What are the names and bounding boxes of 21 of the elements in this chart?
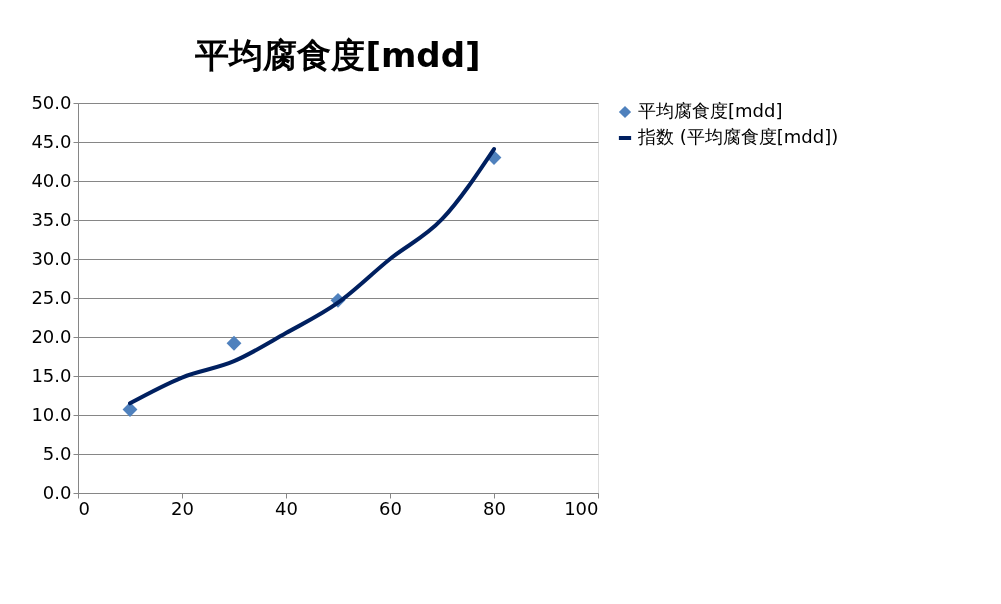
chart-title: 平均腐食度[mdd] [194, 35, 481, 75]
y-tick-label: 50.0 [31, 91, 72, 113]
x-tick-label: 80 [483, 497, 506, 519]
legend-label: 指数 (平均腐食度[mdd]) [637, 126, 839, 147]
y-tick-label: 45.0 [31, 130, 72, 152]
y-tick-label: 10.0 [31, 403, 72, 425]
y-tick-label: 35.0 [31, 208, 72, 230]
y-tick-label: 5.0 [42, 442, 72, 464]
x-tick-label: 60 [379, 497, 402, 519]
y-tick-label: 40.0 [31, 169, 72, 191]
x-tick-label: 100 [564, 497, 599, 519]
point [226, 335, 242, 351]
x-tick-label: 0 [78, 497, 90, 519]
y-tick-label: 20.0 [31, 325, 72, 347]
y-tick-label: 15.0 [31, 364, 72, 386]
legend-label: 平均腐食度[mdd] [638, 100, 783, 121]
x-tick-label: 40 [275, 497, 298, 519]
y-tick-label: 25.0 [31, 286, 72, 308]
y-tick-label: 30.0 [31, 247, 72, 269]
y-tick-label: 0.0 [42, 481, 72, 503]
x-tick-label: 20 [171, 497, 194, 519]
